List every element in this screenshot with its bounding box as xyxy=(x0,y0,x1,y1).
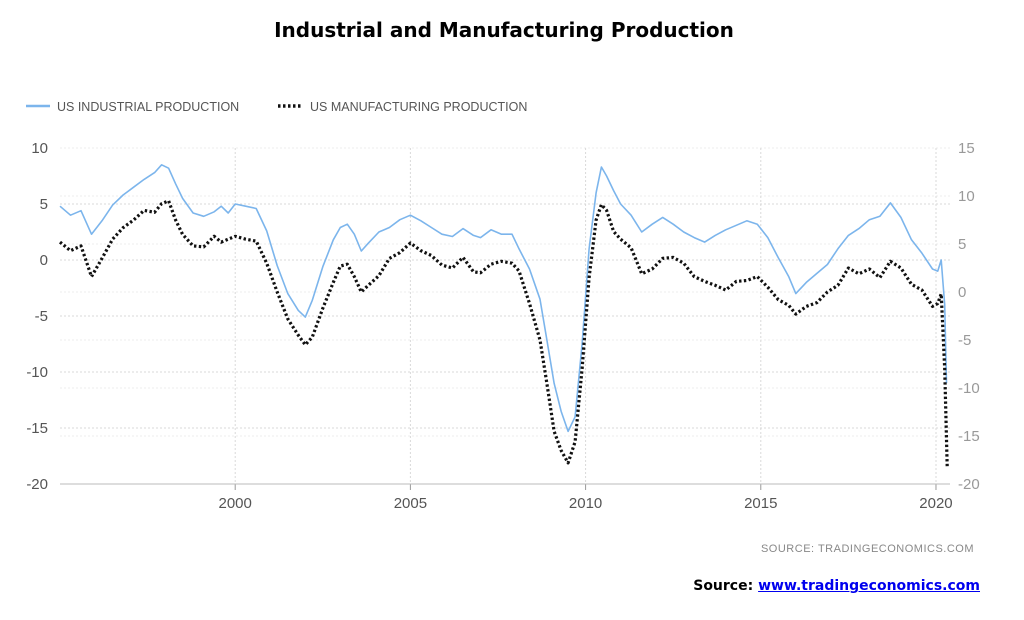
series-line-industrial[interactable] xyxy=(59,164,948,433)
y-left-tick-label: -15 xyxy=(26,420,48,437)
y-left-tick-label: -20 xyxy=(26,476,48,493)
footer-source-link[interactable]: www.tradingeconomics.com xyxy=(758,578,980,594)
y-right-tick-label: -20 xyxy=(958,476,980,493)
x-tick-label: 2005 xyxy=(394,495,427,512)
y-left-tick-label: 0 xyxy=(40,252,48,269)
series-line-manufacturing[interactable] xyxy=(58,199,949,467)
y-right-tick-label: 15 xyxy=(958,140,975,157)
x-tick-label: 2020 xyxy=(919,495,952,512)
y-left-tick-label: -10 xyxy=(26,364,48,381)
y-left-tick-label: -5 xyxy=(35,308,48,325)
footer-source: Source: www.tradingeconomics.com xyxy=(693,578,980,594)
grid xyxy=(60,147,950,490)
series-group xyxy=(58,164,949,467)
y-right-tick-label: -15 xyxy=(958,428,980,445)
legend-label-manufacturing[interactable]: US MANUFACTURING PRODUCTION xyxy=(310,100,527,114)
page-title: Industrial and Manufacturing Production xyxy=(274,18,734,42)
y-right-tick-label: 5 xyxy=(958,236,966,253)
y-right-tick-label: 10 xyxy=(958,188,975,205)
y-right-tick-label: -10 xyxy=(958,380,980,397)
x-tick-label: 2015 xyxy=(744,495,777,512)
legend-label-industrial[interactable]: US INDUSTRIAL PRODUCTION xyxy=(57,100,239,114)
y-right-tick-label: -5 xyxy=(958,332,971,349)
y-left-tick-label: 5 xyxy=(40,196,48,213)
source-note: SOURCE: TRADINGECONOMICS.COM xyxy=(761,543,974,555)
y-left-tick-label: 10 xyxy=(31,140,48,157)
x-tick-label: 2010 xyxy=(569,495,602,512)
axis-labels: 10 5 0 -5 -10 -15 -20 15 10 5 0 -5 -10 -15 -20 2000 2005… xyxy=(26,140,979,512)
y-right-tick-label: 0 xyxy=(958,284,966,301)
x-tick-label: 2000 xyxy=(219,495,252,512)
footer-source-label: Source: xyxy=(693,578,754,594)
legend[interactable]: US INDUSTRIAL PRODUCTION US MANUFACTURIN… xyxy=(26,100,527,114)
